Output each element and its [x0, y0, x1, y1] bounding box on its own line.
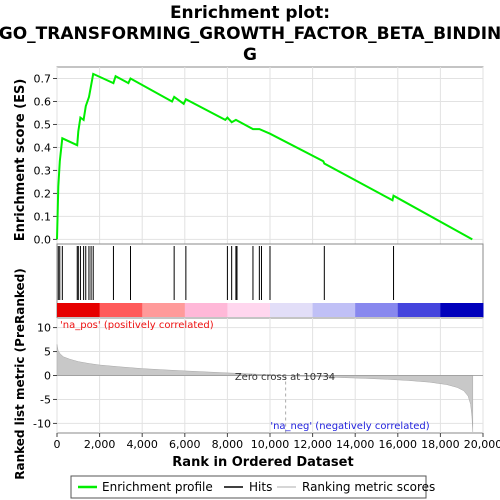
- colorbar-segment: [312, 303, 356, 317]
- colorbar-segment: [440, 303, 484, 317]
- x-tick-label: 0: [54, 438, 61, 451]
- legend-ranking-label: Ranking metric scores: [302, 480, 435, 494]
- colorbar-segment: [184, 303, 228, 317]
- colorbar-segment: [270, 303, 314, 317]
- metric-y-tick-label: 0: [44, 370, 51, 383]
- es-y-tick-label: 0.1: [34, 210, 52, 223]
- x-tick-label: 2,000: [84, 438, 116, 451]
- metric-y-tick-label: -10: [33, 417, 51, 430]
- es-y-tick-label: 0.4: [34, 141, 52, 154]
- negative-correlation-label: 'na_neg' (negatively correlated): [270, 421, 429, 432]
- x-tick-label: 6,000: [169, 438, 201, 451]
- colorbar-segment: [397, 303, 441, 317]
- x-tick-label: 4,000: [126, 438, 158, 451]
- title-line-1: Enrichment plot:: [170, 3, 330, 23]
- es-curve: [56, 72, 473, 241]
- x-tick-label: 20,000: [464, 438, 500, 451]
- metric-y-axis-label: Ranked list metric (PreRanked): [13, 268, 27, 480]
- es-y-tick-label: 0.6: [34, 95, 52, 108]
- es-y-tick-label: 0.2: [34, 187, 52, 200]
- title-line-3: G: [243, 45, 257, 65]
- metric-y-tick-label: -5: [40, 393, 51, 406]
- zero-cross-label: Zero cross at 10734: [235, 372, 335, 383]
- es-y-axis-label: Enrichment score (ES): [13, 79, 28, 242]
- es-y-tick-label: 0.0: [34, 233, 52, 246]
- title-line-2: GO_TRANSFORMING_GROWTH_FACTOR_BETA_BINDI…: [0, 24, 500, 44]
- es-y-tick-label: 0.5: [34, 118, 52, 131]
- x-tick-label: 18,000: [421, 438, 460, 451]
- ranked-list-colorbar: [57, 303, 484, 317]
- colorbar-segment: [99, 303, 143, 317]
- x-tick-label: 14,000: [336, 438, 375, 451]
- es-y-tick-label: 0.7: [34, 72, 52, 85]
- legend-enrichment-label: Enrichment profile: [102, 480, 213, 494]
- metric-y-tick-label: 10: [37, 322, 51, 335]
- legend-hits-label: Hits: [249, 480, 272, 494]
- colorbar-segment: [355, 303, 399, 317]
- colorbar-segment: [227, 303, 271, 317]
- metric-y-tick-label: 5: [44, 346, 51, 359]
- x-axis-label: Rank in Ordered Dataset: [172, 455, 353, 470]
- es-y-tick-label: 0.3: [34, 164, 52, 177]
- colorbar-segment: [57, 303, 101, 317]
- x-tick-label: 10,000: [251, 438, 290, 451]
- legend-box: [70, 475, 427, 499]
- x-tick-label: 16,000: [379, 438, 418, 451]
- positive-correlation-label: 'na_pos' (positively correlated): [60, 320, 214, 331]
- x-tick-label: 8,000: [212, 438, 244, 451]
- x-tick-label: 12,000: [293, 438, 332, 451]
- colorbar-segment: [142, 303, 186, 317]
